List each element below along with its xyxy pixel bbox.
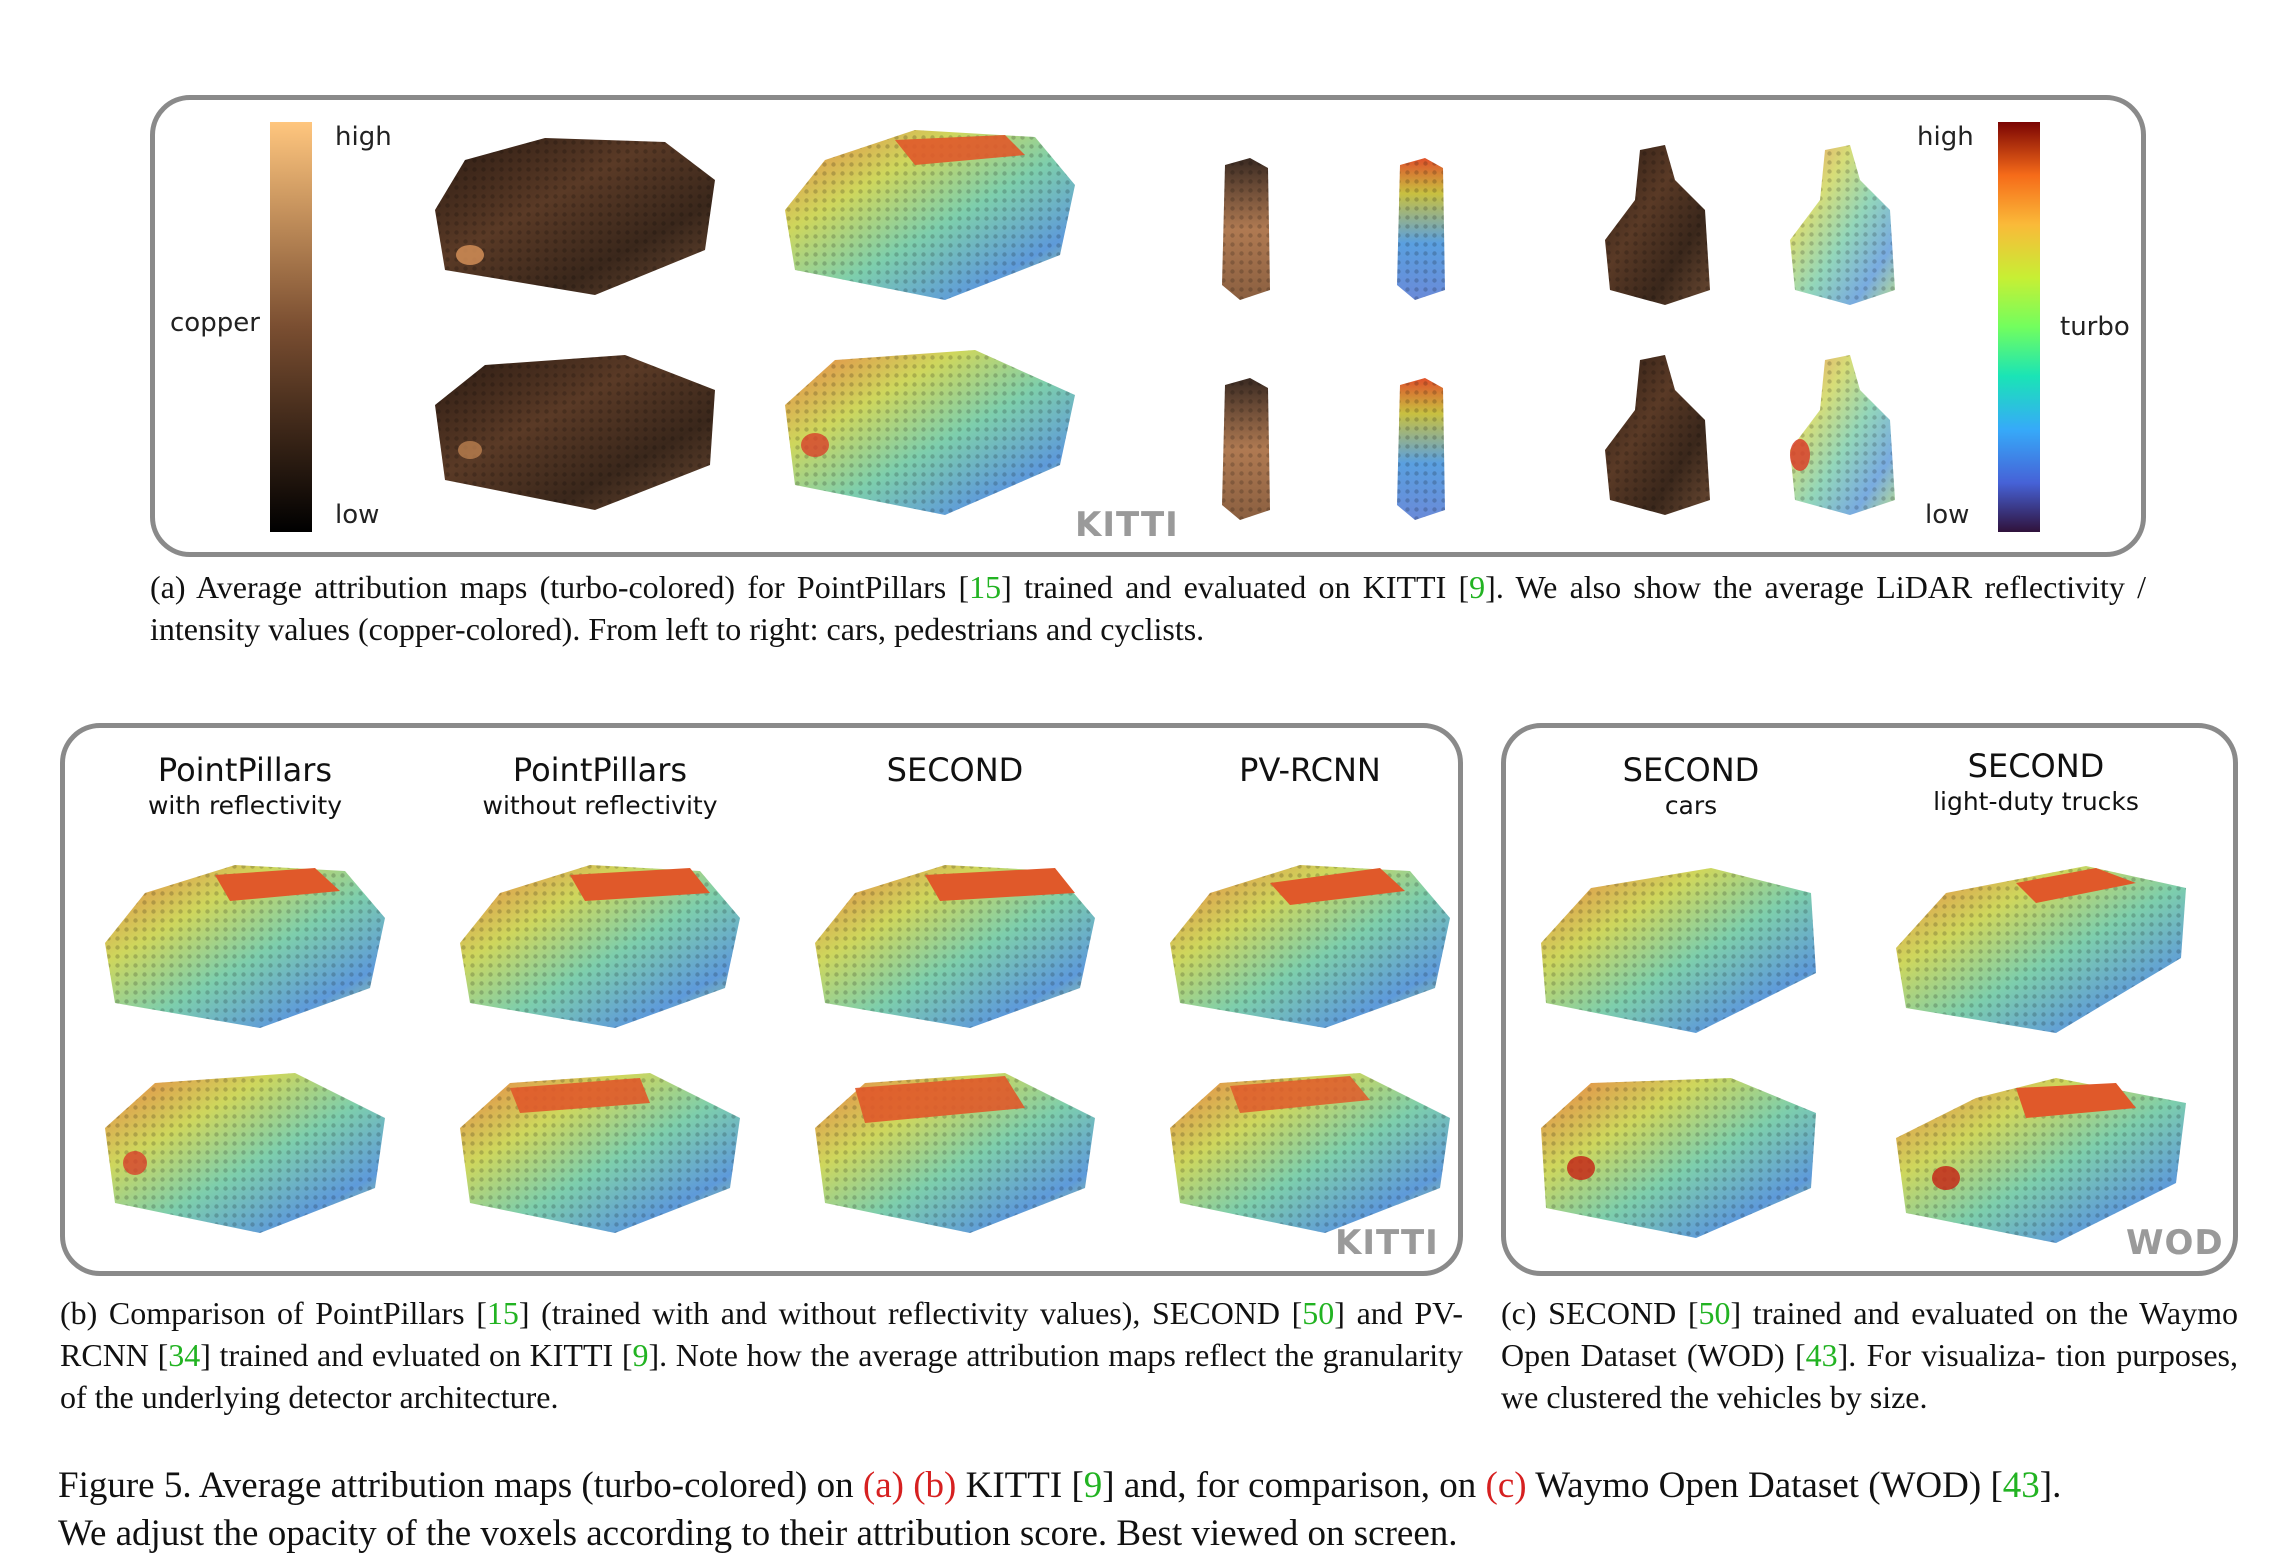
car-second-bottom (815, 1073, 1095, 1233)
car-pointpillars-without-bottom (460, 1073, 740, 1233)
figure-caption: Figure 5. Average attribution maps (turb… (58, 1462, 2238, 1558)
car-wod-trucks-top (1896, 866, 2186, 1033)
column-title-second: SECOND (886, 751, 1024, 789)
column-title-second-cars: SECOND cars (1622, 751, 1760, 820)
car-wod-trucks-bottom (1896, 1078, 2186, 1243)
car-pointpillars-with-bottom (105, 1073, 385, 1233)
pedestrian-copper-top (1222, 158, 1270, 300)
turbo-high-label: high (1917, 122, 1974, 152)
turbo-colorbar-label: turbo (2060, 312, 2130, 342)
column-title-pointpillars-with: PointPillars with reflectivity (147, 751, 343, 820)
car-turbo-top (785, 130, 1075, 300)
turbo-low-label: low (1925, 500, 1970, 530)
cyclist-turbo-bottom (1790, 355, 1895, 515)
copper-low-label: low (335, 500, 380, 530)
copper-colorbar-label: copper (170, 308, 260, 338)
column-title-second-trucks: SECOND light-duty trucks (1933, 747, 2139, 816)
panel-b: PointPillars with reflectivity PointPill… (60, 723, 1463, 1276)
kitti-tag-b: KITTI (1335, 1223, 1439, 1263)
cyclist-copper-top (1605, 145, 1710, 305)
car-second-top (815, 865, 1095, 1028)
caption-c: (c) SECOND [50] trained and evaluated on… (1501, 1295, 2239, 1415)
cyclist-copper-bottom (1605, 355, 1710, 515)
pedestrian-turbo-bottom (1397, 378, 1445, 520)
car-copper-bottom (435, 355, 715, 510)
pedestrian-turbo-top (1397, 158, 1445, 300)
figure-caption-line-1: Figure 5. Average attribution maps (turb… (58, 1465, 2062, 1506)
caption-a: (a) Average attribution maps (turbo-colo… (150, 569, 2147, 647)
wod-tag: WOD (2126, 1223, 2224, 1263)
car-wod-cars-top (1541, 868, 1816, 1033)
figure-caption-line-2: We adjust the opacity of the voxels acco… (58, 1513, 1458, 1554)
copper-high-label: high (335, 122, 392, 152)
car-pv-rcnn-top (1170, 865, 1450, 1028)
car-wod-cars-bottom (1541, 1078, 1816, 1238)
car-copper-top (435, 138, 715, 295)
cyclist-turbo-top (1790, 145, 1895, 305)
car-turbo-bottom (785, 350, 1075, 515)
car-pointpillars-without-top (460, 865, 740, 1028)
car-pv-rcnn-bottom (1170, 1073, 1450, 1233)
car-pointpillars-with-top (105, 865, 385, 1028)
panel-c: SECOND cars SECOND light-duty trucks WOD (1501, 723, 2238, 1276)
pedestrian-copper-bottom (1222, 378, 1270, 520)
turbo-colorbar (1998, 122, 2040, 532)
column-title-pointpillars-without: PointPillars without reflectivity (482, 751, 718, 820)
kitti-tag-a: KITTI (1075, 505, 1179, 545)
panel-a: high copper low (150, 95, 2146, 557)
copper-colorbar (270, 122, 312, 532)
caption-b: (b) Comparison of PointPillars [15] (tra… (60, 1295, 1464, 1415)
column-title-pv-rcnn: PV-RCNN (1239, 751, 1381, 789)
